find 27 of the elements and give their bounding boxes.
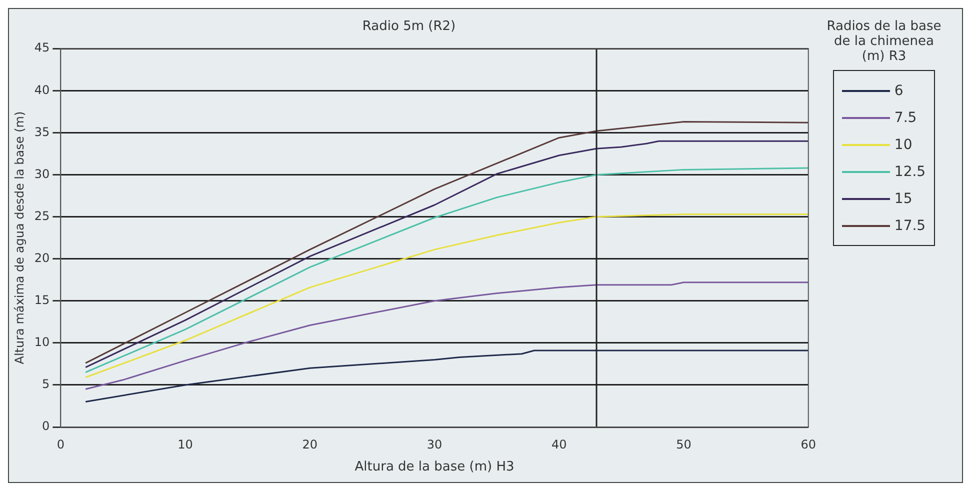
y-tick-label: 0 [42, 419, 50, 434]
y-tick-label: 30 [34, 166, 50, 181]
x-tick-label: 10 [178, 437, 193, 452]
y-tick-label: 25 [34, 208, 50, 223]
y-tick-label: 20 [34, 250, 50, 265]
x-axis-title: Altura de la base (m) H3 [354, 460, 514, 475]
legend-label: 7.5 [894, 110, 917, 126]
x-tick-label: 20 [302, 437, 318, 452]
legend-label: 12.5 [894, 164, 926, 180]
x-tick-label: 40 [551, 437, 567, 452]
legend-title: Radios de la base de la chimenea (m) R3 [826, 19, 942, 64]
y-tick-label: 10 [34, 335, 50, 350]
legend-label: 10 [894, 136, 912, 152]
y-tick-label: 45 [34, 40, 50, 55]
legend-label: 15 [894, 190, 912, 206]
y-tick-label: 40 [34, 82, 50, 97]
legend-label: 6 [894, 82, 904, 98]
x-tick-label: 0 [56, 437, 64, 452]
y-tick-label: 5 [42, 377, 50, 392]
x-tick-label: 50 [676, 437, 692, 452]
x-tick-label: 30 [426, 437, 442, 452]
y-tick-label: 35 [34, 124, 50, 139]
y-axis-title: Altura máxima de agua desde la base (m) [12, 111, 26, 364]
chart-title: Radio 5m (R2) [362, 19, 456, 34]
y-tick-label: 15 [34, 292, 50, 307]
legend-label: 17.5 [894, 218, 926, 234]
x-tick-label: 60 [800, 437, 816, 452]
